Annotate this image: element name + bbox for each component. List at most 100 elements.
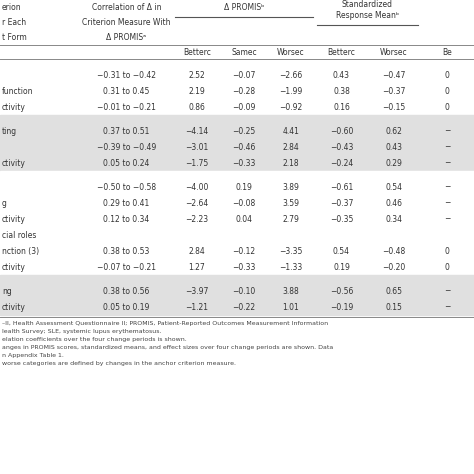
Text: 2.79: 2.79 bbox=[283, 215, 300, 224]
Text: Betterc: Betterc bbox=[328, 47, 356, 56]
Text: −3.97: −3.97 bbox=[185, 286, 209, 295]
Text: −0.07 to −0.21: −0.07 to −0.21 bbox=[97, 263, 156, 272]
Text: function: function bbox=[2, 86, 34, 95]
Text: ctivity: ctivity bbox=[2, 302, 26, 311]
Text: −: − bbox=[444, 215, 450, 224]
Text: Correlation of Δ in: Correlation of Δ in bbox=[92, 3, 161, 12]
Text: 3.89: 3.89 bbox=[283, 182, 300, 191]
Text: 0.46: 0.46 bbox=[385, 199, 402, 208]
Text: −0.92: −0.92 bbox=[279, 102, 302, 111]
Text: 0.38 to 0.56: 0.38 to 0.56 bbox=[103, 286, 150, 295]
Text: Worsec: Worsec bbox=[380, 47, 408, 56]
Text: Betterc: Betterc bbox=[183, 47, 211, 56]
Text: −0.35: −0.35 bbox=[330, 215, 353, 224]
Bar bbox=[0, 243, 474, 259]
Text: 3.59: 3.59 bbox=[283, 199, 300, 208]
Text: worse categories are defined by changes in the anchor criterion measure.: worse categories are defined by changes … bbox=[2, 361, 236, 365]
Text: −: − bbox=[444, 286, 450, 295]
Text: g: g bbox=[2, 199, 7, 208]
Text: −0.37: −0.37 bbox=[330, 199, 353, 208]
Text: Be: Be bbox=[442, 47, 452, 56]
Text: −0.10: −0.10 bbox=[232, 286, 255, 295]
Text: −0.33: −0.33 bbox=[232, 263, 255, 272]
Text: 0.54: 0.54 bbox=[385, 182, 402, 191]
Text: 0.29: 0.29 bbox=[385, 158, 402, 167]
Text: ctivity: ctivity bbox=[2, 215, 26, 224]
Text: −0.43: −0.43 bbox=[330, 143, 353, 152]
Text: −0.56: −0.56 bbox=[330, 286, 353, 295]
Text: ng: ng bbox=[2, 286, 12, 295]
Text: −: − bbox=[444, 182, 450, 191]
Bar bbox=[0, 155, 474, 171]
Bar bbox=[0, 299, 474, 315]
Text: erion: erion bbox=[2, 3, 22, 12]
Text: −0.12: −0.12 bbox=[232, 246, 255, 255]
Bar bbox=[0, 123, 474, 139]
Text: Criterion Measure With: Criterion Measure With bbox=[82, 18, 171, 27]
Text: −2.66: −2.66 bbox=[279, 71, 302, 80]
Bar bbox=[0, 275, 474, 283]
Bar bbox=[0, 83, 474, 99]
Text: −0.07: −0.07 bbox=[232, 71, 255, 80]
Bar bbox=[0, 139, 474, 155]
Text: −0.25: −0.25 bbox=[232, 127, 255, 136]
Text: −1.33: −1.33 bbox=[279, 263, 302, 272]
Text: ctivity: ctivity bbox=[2, 263, 26, 272]
Text: 2.84: 2.84 bbox=[283, 143, 300, 152]
Text: 0.31 to 0.45: 0.31 to 0.45 bbox=[103, 86, 150, 95]
Text: −2.23: −2.23 bbox=[185, 215, 209, 224]
Text: 0.34: 0.34 bbox=[385, 215, 402, 224]
Text: −: − bbox=[444, 127, 450, 136]
Text: 2.19: 2.19 bbox=[189, 86, 205, 95]
Text: 0.15: 0.15 bbox=[385, 302, 402, 311]
Text: −0.48: −0.48 bbox=[383, 246, 406, 255]
Text: −0.60: −0.60 bbox=[330, 127, 353, 136]
Text: 0.19: 0.19 bbox=[333, 263, 350, 272]
Text: 0: 0 bbox=[445, 263, 449, 272]
Bar bbox=[0, 211, 474, 227]
Text: 0: 0 bbox=[445, 246, 449, 255]
Text: −: − bbox=[444, 143, 450, 152]
Text: −4.14: −4.14 bbox=[185, 127, 209, 136]
Text: 0.37 to 0.51: 0.37 to 0.51 bbox=[103, 127, 150, 136]
Text: ctivity: ctivity bbox=[2, 102, 26, 111]
Text: ctivity: ctivity bbox=[2, 158, 26, 167]
Text: 0.05 to 0.24: 0.05 to 0.24 bbox=[103, 158, 150, 167]
Text: −0.33: −0.33 bbox=[232, 158, 255, 167]
Text: −0.31 to −0.42: −0.31 to −0.42 bbox=[97, 71, 156, 80]
Text: 0.62: 0.62 bbox=[385, 127, 402, 136]
Text: −0.47: −0.47 bbox=[383, 71, 406, 80]
Text: Δ PROMISᵃ: Δ PROMISᵃ bbox=[107, 33, 146, 42]
Text: 0.38: 0.38 bbox=[333, 86, 350, 95]
Text: 3.88: 3.88 bbox=[283, 286, 300, 295]
Bar bbox=[0, 99, 474, 115]
Bar bbox=[0, 195, 474, 211]
Text: −0.46: −0.46 bbox=[232, 143, 255, 152]
Text: 0: 0 bbox=[445, 86, 449, 95]
Text: nction (3): nction (3) bbox=[2, 246, 39, 255]
Bar bbox=[0, 179, 474, 195]
Text: −0.28: −0.28 bbox=[232, 86, 255, 95]
Text: −0.39 to −0.49: −0.39 to −0.49 bbox=[97, 143, 156, 152]
Bar bbox=[0, 0, 474, 59]
Text: −1.75: −1.75 bbox=[185, 158, 209, 167]
Text: 2.52: 2.52 bbox=[189, 71, 205, 80]
Text: −4.00: −4.00 bbox=[185, 182, 209, 191]
Bar bbox=[0, 227, 474, 243]
Text: 2.18: 2.18 bbox=[283, 158, 299, 167]
Text: 0.38 to 0.53: 0.38 to 0.53 bbox=[103, 246, 150, 255]
Text: −1.99: −1.99 bbox=[279, 86, 302, 95]
Text: 4.41: 4.41 bbox=[283, 127, 300, 136]
Text: −3.35: −3.35 bbox=[279, 246, 303, 255]
Text: −0.20: −0.20 bbox=[383, 263, 406, 272]
Text: –II, Health Assessment Questionnaire II; PROMIS, Patient-Reported Outcomes Measu: –II, Health Assessment Questionnaire II;… bbox=[2, 320, 328, 326]
Text: 0.54: 0.54 bbox=[333, 246, 350, 255]
Text: anges in PROMIS scores, standardized means, and effect sizes over four change pe: anges in PROMIS scores, standardized mea… bbox=[2, 345, 333, 349]
Text: −0.08: −0.08 bbox=[232, 199, 255, 208]
Text: −0.15: −0.15 bbox=[383, 102, 406, 111]
Text: r Each: r Each bbox=[2, 18, 26, 27]
Bar bbox=[0, 59, 474, 67]
Text: 0.12 to 0.34: 0.12 to 0.34 bbox=[103, 215, 150, 224]
Text: 0.04: 0.04 bbox=[236, 215, 253, 224]
Text: −0.22: −0.22 bbox=[232, 302, 255, 311]
